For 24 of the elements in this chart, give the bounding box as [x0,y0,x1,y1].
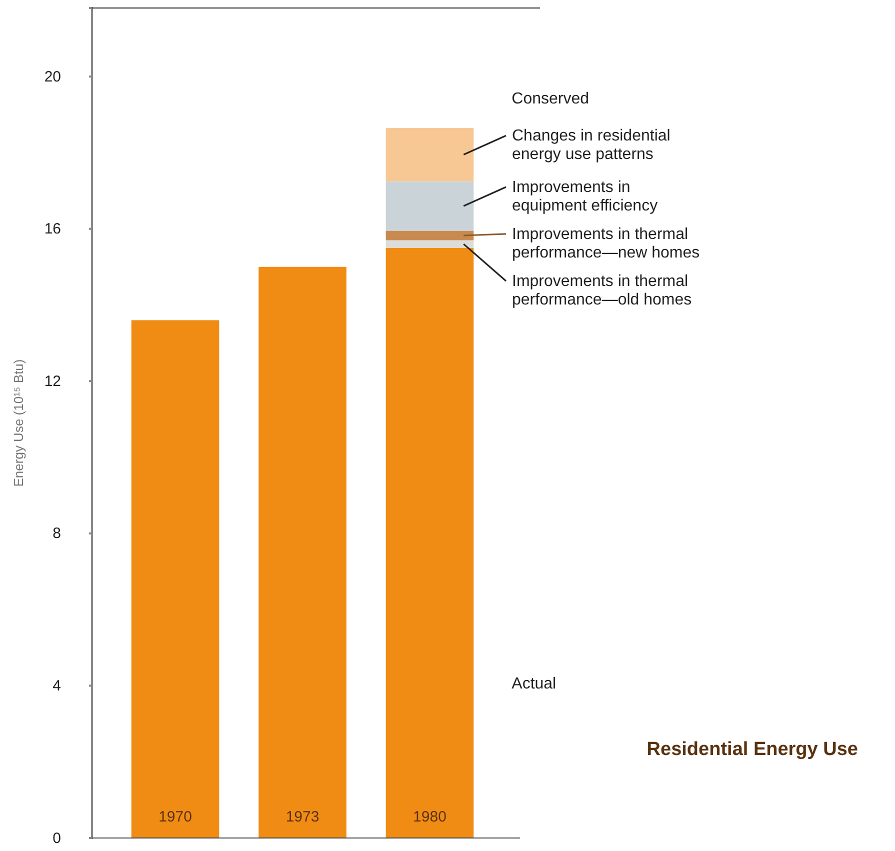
y-tick-label: 0 [52,830,61,847]
text: Changes in residential energy use patterns [512,128,670,163]
x-tick-label: 1980 [413,808,446,826]
bar [386,248,474,838]
text: Improvements in equipment efficiency [512,178,658,214]
y-tick-label: 20 [44,68,61,86]
bar [386,230,474,240]
text: Improvements in thermal performance—new homes [512,226,700,262]
text: Residential Energy Use [646,739,858,760]
y-tick-label: 16 [44,220,61,238]
bar [258,266,346,838]
x-tick-label: 1973 [286,808,320,826]
text: Improvements in thermal performance—old homes [512,272,692,308]
y-tick-label: 4 [52,678,61,695]
bar [386,128,474,182]
x-tick-label: 1970 [158,808,192,826]
bar [131,320,220,838]
y-axis-title: Energy Use (10¹⁵ Btu) [11,359,26,487]
annotation: Actual [512,676,556,693]
annotation: Conserved [512,90,590,108]
y-tick-label: 8 [52,525,61,542]
y-tick-label: 12 [44,372,61,390]
bar [386,240,474,248]
bar [386,181,474,231]
